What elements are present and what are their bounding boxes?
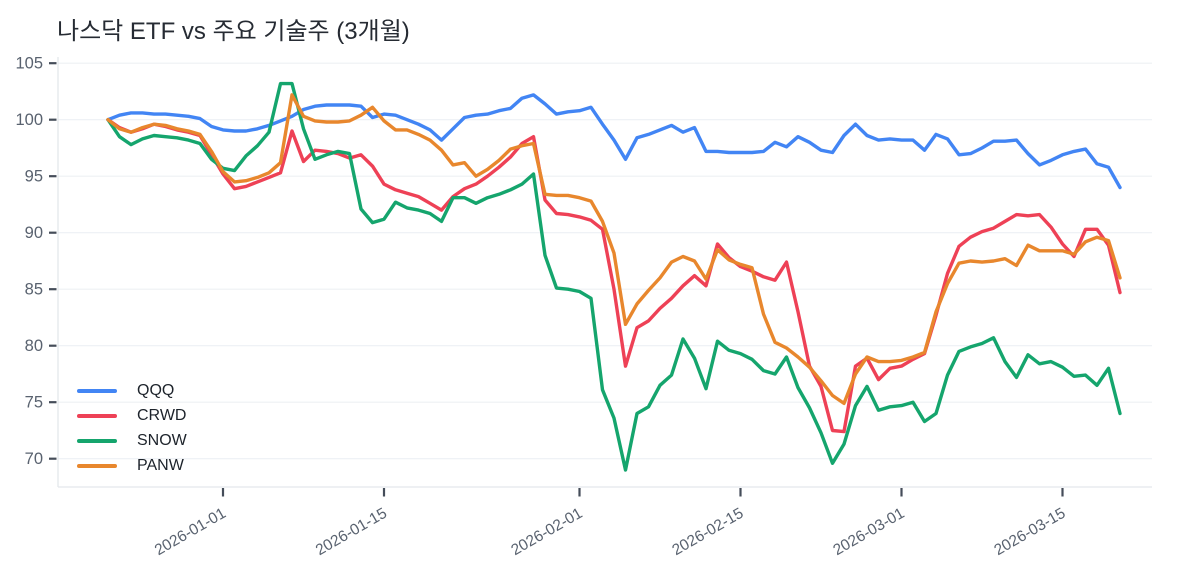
- x-tick-label: 2026-03-01: [830, 505, 907, 559]
- series-line-panw: [106, 93, 1122, 406]
- y-tick-label: 80: [25, 337, 43, 355]
- y-tick-label: 85: [25, 281, 43, 299]
- series-line-crwd: [106, 117, 1122, 434]
- legend-label-crwd: CRWD: [137, 407, 187, 424]
- y-axis: 70 75 80 85 90 95 100 105: [15, 55, 57, 468]
- x-tick-label: 2026-02-01: [508, 505, 585, 559]
- y-tick-label: 100: [15, 111, 43, 129]
- x-tick-label: 2026-03-15: [991, 505, 1068, 559]
- series-lines: [106, 81, 1122, 472]
- legend-item-crwd[interactable]: CRWD: [77, 408, 187, 424]
- y-tick-label: 70: [25, 450, 43, 468]
- legend-swatch-crwd: [77, 414, 117, 418]
- x-tick-label: 2026-01-01: [152, 505, 229, 559]
- legend-swatch-snow: [77, 439, 117, 443]
- legend-label-snow: SNOW: [137, 432, 187, 449]
- y-tick-label: 105: [15, 55, 43, 73]
- legend-item-panw[interactable]: PANW: [77, 458, 187, 474]
- x-tick-label: 2026-02-15: [669, 505, 746, 559]
- legend: QQQ CRWD SNOW PANW: [77, 383, 187, 474]
- legend-swatch-panw: [77, 464, 117, 468]
- legend-item-snow[interactable]: SNOW: [77, 433, 187, 449]
- y-tick-label: 75: [25, 394, 43, 412]
- legend-label-qqq: QQQ: [137, 382, 175, 399]
- x-axis: 2026-01-01 2026-01-15 2026-02-01 2026-02-15…: [152, 488, 1069, 559]
- axis-frame: [57, 57, 1152, 488]
- legend-swatch-qqq: [77, 389, 117, 393]
- y-tick-label: 90: [25, 224, 43, 242]
- series-line-snow: [106, 81, 1122, 472]
- y-tick-label: 95: [25, 168, 43, 186]
- chart-title: 나스닥 ETF vs 주요 기술주 (3개월): [57, 18, 410, 45]
- x-tick-label: 2026-01-15: [313, 505, 390, 559]
- legend-label-panw: PANW: [137, 457, 184, 474]
- legend-item-qqq[interactable]: QQQ: [77, 383, 187, 399]
- series-line-qqq: [106, 93, 1122, 190]
